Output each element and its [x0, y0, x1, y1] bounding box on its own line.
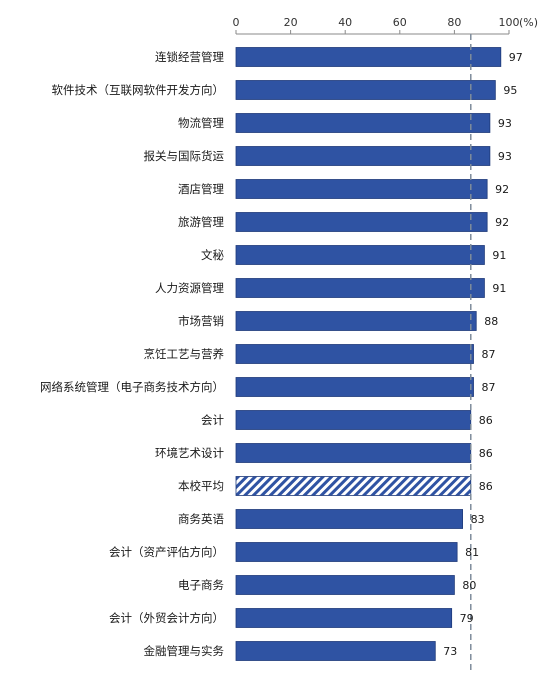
value-label: 80	[462, 579, 476, 592]
category-label: 物流管理	[178, 116, 224, 130]
bar	[235, 245, 485, 265]
value-label: 92	[495, 216, 509, 229]
x-axis: 0 20 40 60 80 100 (%)	[233, 16, 538, 35]
value-label: 93	[498, 150, 512, 163]
category-label: 软件技术（互联网软件开发方向）	[52, 83, 225, 97]
category-label: 会计	[201, 413, 224, 427]
category-label: 金融管理与实务	[144, 644, 225, 658]
category-label: 文秘	[201, 248, 224, 262]
x-tick-label: 80	[447, 16, 461, 29]
bar	[235, 575, 455, 595]
value-label: 97	[509, 51, 523, 64]
x-tick-label: 60	[393, 16, 407, 29]
category-label: 烹饪工艺与营养	[144, 347, 225, 361]
bar-average	[235, 476, 472, 496]
value-label: 73	[443, 645, 457, 658]
value-label: 88	[484, 315, 498, 328]
category-label: 商务英语	[178, 512, 224, 526]
category-label: 网络系统管理（电子商务技术方向）	[40, 380, 224, 394]
value-label: 92	[495, 183, 509, 196]
category-label: 环境艺术设计	[155, 446, 224, 460]
category-label: 人力资源管理	[155, 281, 224, 295]
bar	[235, 641, 436, 661]
value-label: 87	[482, 381, 496, 394]
x-tick-label: 0	[233, 16, 240, 29]
value-label: 86	[479, 480, 493, 493]
value-label: 86	[479, 414, 493, 427]
value-label: 91	[492, 249, 506, 262]
category-label: 会计（资产评估方向）	[109, 545, 224, 559]
bar	[235, 278, 485, 298]
category-label: 会计（外贸会计方向）	[109, 611, 224, 625]
bar	[235, 443, 472, 463]
value-label: 83	[471, 513, 485, 526]
value-label: 79	[460, 612, 474, 625]
bar	[235, 344, 474, 364]
bar	[235, 80, 496, 100]
bar	[235, 179, 488, 199]
bars	[235, 47, 502, 661]
x-tick-label: 20	[284, 16, 298, 29]
bar	[235, 113, 491, 133]
bar	[235, 410, 472, 430]
category-label: 酒店管理	[178, 182, 224, 196]
bar	[235, 212, 488, 232]
bar	[235, 146, 491, 166]
value-label: 81	[465, 546, 479, 559]
x-tick-label: 40	[338, 16, 352, 29]
value-label: 87	[482, 348, 496, 361]
value-label: 95	[503, 84, 517, 97]
bar	[235, 377, 474, 397]
value-labels: 97 95 93 93 92 92 91 91 88 87 87 86 86 86 83 81 80 79 73	[443, 51, 523, 658]
category-label: 电子商务	[178, 578, 224, 592]
category-label: 报关与国际货运	[144, 149, 225, 163]
category-label: 连锁经营管理	[155, 50, 224, 64]
bar	[235, 509, 463, 529]
value-label: 93	[498, 117, 512, 130]
category-label: 本校平均	[178, 479, 224, 493]
category-label: 市场营销	[178, 314, 224, 328]
value-label: 86	[479, 447, 493, 460]
bar	[235, 311, 477, 331]
bar	[235, 47, 502, 67]
bar	[235, 608, 453, 628]
x-unit-label: (%)	[519, 16, 538, 29]
x-tick-label: 100	[499, 16, 520, 29]
category-label: 旅游管理	[178, 215, 224, 229]
bar	[235, 542, 458, 562]
value-label: 91	[492, 282, 506, 295]
